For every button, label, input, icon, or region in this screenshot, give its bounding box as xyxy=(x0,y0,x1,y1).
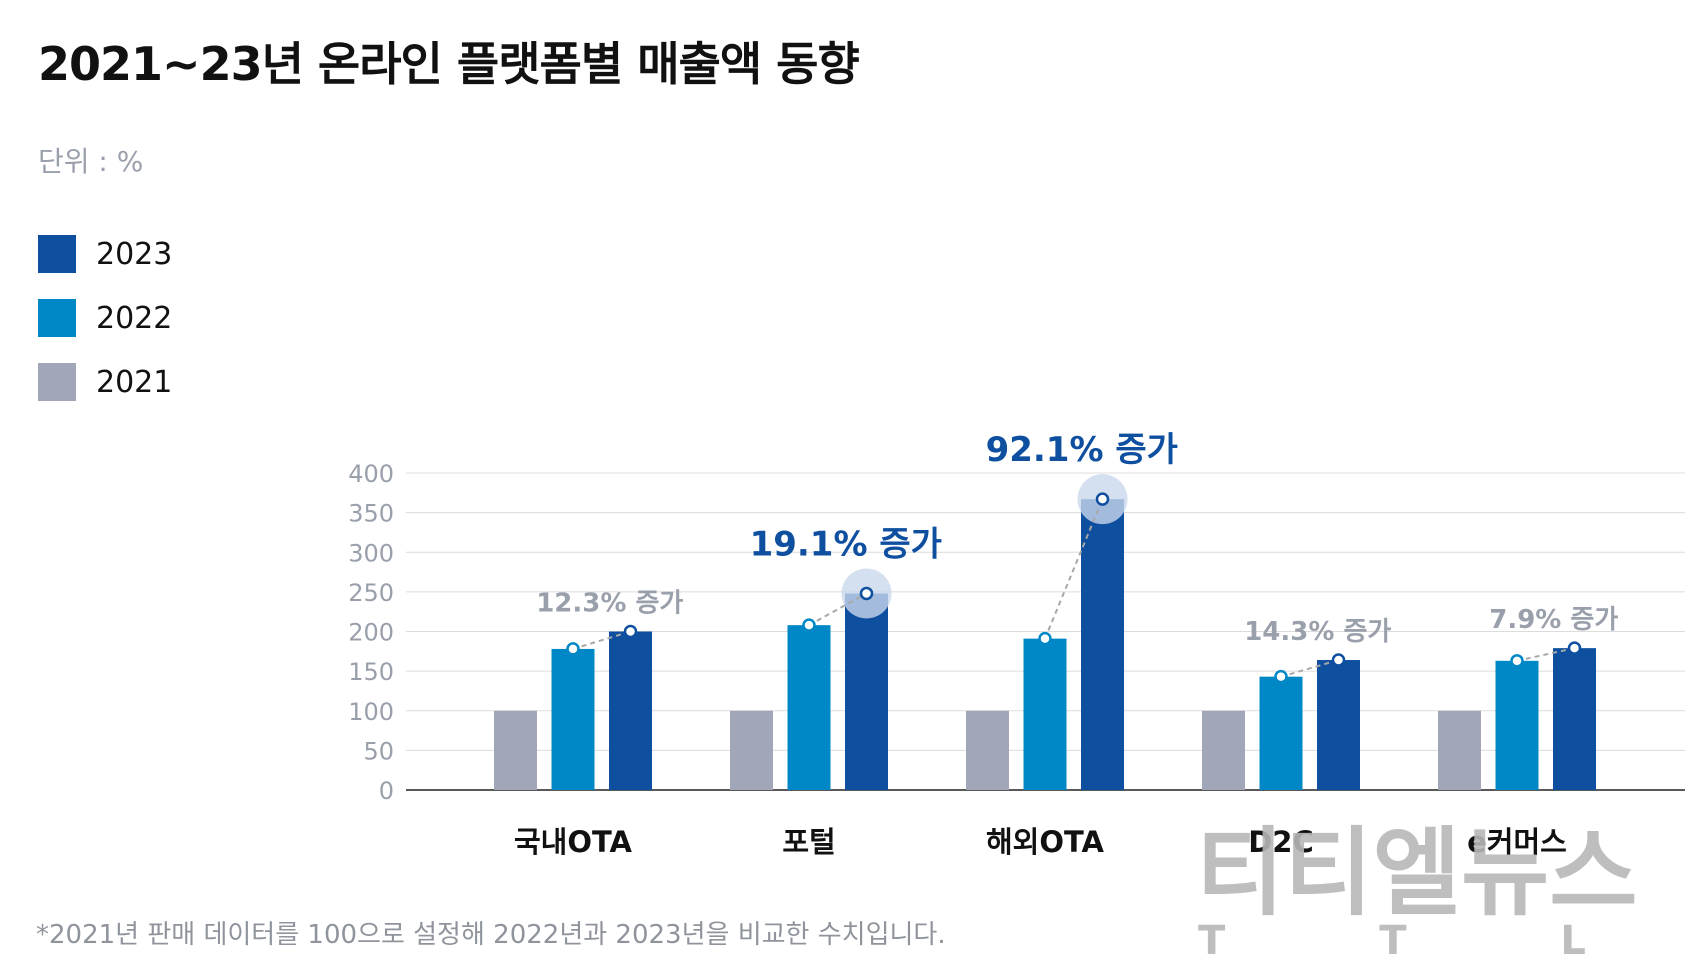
marker-2023-2 xyxy=(1095,492,1110,506)
trend-line-4 xyxy=(1516,647,1575,662)
watermark-sub: T T L xyxy=(1198,918,1636,958)
x-tick-label: e커머스 xyxy=(1467,825,1567,859)
legend-swatch-2023 xyxy=(38,235,76,273)
bar-2021-3 xyxy=(1202,710,1245,790)
footnote: *2021년 판매 데이터를 100으로 설정해 2022년과 2023년을 비… xyxy=(36,920,946,950)
legend-label-2023: 2023 xyxy=(96,236,173,272)
marker-2022-4 xyxy=(1510,654,1524,668)
bar-2023-4 xyxy=(1553,648,1596,790)
marker-2022-3 xyxy=(1274,669,1288,684)
y-tick-label: 50 xyxy=(363,737,394,765)
legend: 2023 2022 2021 xyxy=(38,222,172,414)
trend-line-2 xyxy=(1044,498,1104,640)
bar-2023-3 xyxy=(1317,660,1360,790)
bar-2022-2 xyxy=(1023,638,1067,790)
annotation-label: 19.1% 증가 xyxy=(750,524,942,564)
y-tick-label: 350 xyxy=(348,500,394,528)
bar-2021-2 xyxy=(966,710,1009,790)
annotation-label: 14.3% 증가 xyxy=(1244,617,1391,647)
y-tick-label: 0 xyxy=(379,777,394,805)
legend-swatch-2022 xyxy=(38,299,76,337)
marker-2022-1 xyxy=(802,618,816,632)
marker-2022-0 xyxy=(566,642,580,656)
legend-item-2022: 2022 xyxy=(38,286,172,350)
y-tick-label: 100 xyxy=(348,698,394,726)
bar-2022-3 xyxy=(1259,676,1303,790)
bar-2022-0 xyxy=(551,648,595,790)
y-tick-label: 150 xyxy=(348,658,394,686)
bar-2023-1 xyxy=(845,593,888,790)
marker-2022-2 xyxy=(1038,631,1052,646)
annotation-label: 12.3% 증가 xyxy=(536,589,683,619)
bar-2021-4 xyxy=(1438,710,1481,790)
watermark-logo: 티티엘뉴스 T T L xyxy=(1196,817,1636,958)
bar-2023-2 xyxy=(1081,499,1124,790)
marker-2023-3 xyxy=(1331,653,1346,667)
marker-2023-4 xyxy=(1567,641,1582,655)
trend-line-3 xyxy=(1280,659,1339,678)
legend-label-2022: 2022 xyxy=(96,300,173,336)
watermark-main: 티티엘뉴스 xyxy=(1196,817,1636,929)
trend-line-1 xyxy=(808,592,867,627)
x-tick-label: D2C xyxy=(1248,825,1314,859)
y-tick-label: 300 xyxy=(348,539,394,567)
legend-swatch-2021 xyxy=(38,363,76,401)
x-tick-label: 국내OTA xyxy=(514,825,633,859)
marker-2023-0 xyxy=(623,624,638,639)
chart-title: 2021~23년 온라인 플랫폼별 매출액 동향 xyxy=(38,37,860,91)
y-tick-label: 250 xyxy=(348,579,394,607)
bar-2022-1 xyxy=(787,625,831,790)
y-tick-label: 200 xyxy=(348,619,394,647)
legend-item-2021: 2021 xyxy=(38,350,172,414)
x-tick-label: 해외OTA xyxy=(986,825,1105,859)
trend-line-0 xyxy=(572,630,631,650)
annotation-label: 92.1% 증가 xyxy=(986,430,1178,470)
legend-label-2021: 2021 xyxy=(96,364,173,400)
y-tick-label: 400 xyxy=(348,460,394,488)
bar-2021-1 xyxy=(730,710,773,790)
unit-label: 단위 : % xyxy=(38,145,144,178)
annotation-label: 7.9% 증가 xyxy=(1489,605,1618,635)
marker-2023-1 xyxy=(859,586,874,601)
bar-2022-4 xyxy=(1495,660,1539,790)
bar-2021-0 xyxy=(494,710,537,790)
x-tick-label: 포털 xyxy=(782,825,835,859)
legend-item-2023: 2023 xyxy=(38,222,172,286)
bar-2023-0 xyxy=(609,631,652,790)
